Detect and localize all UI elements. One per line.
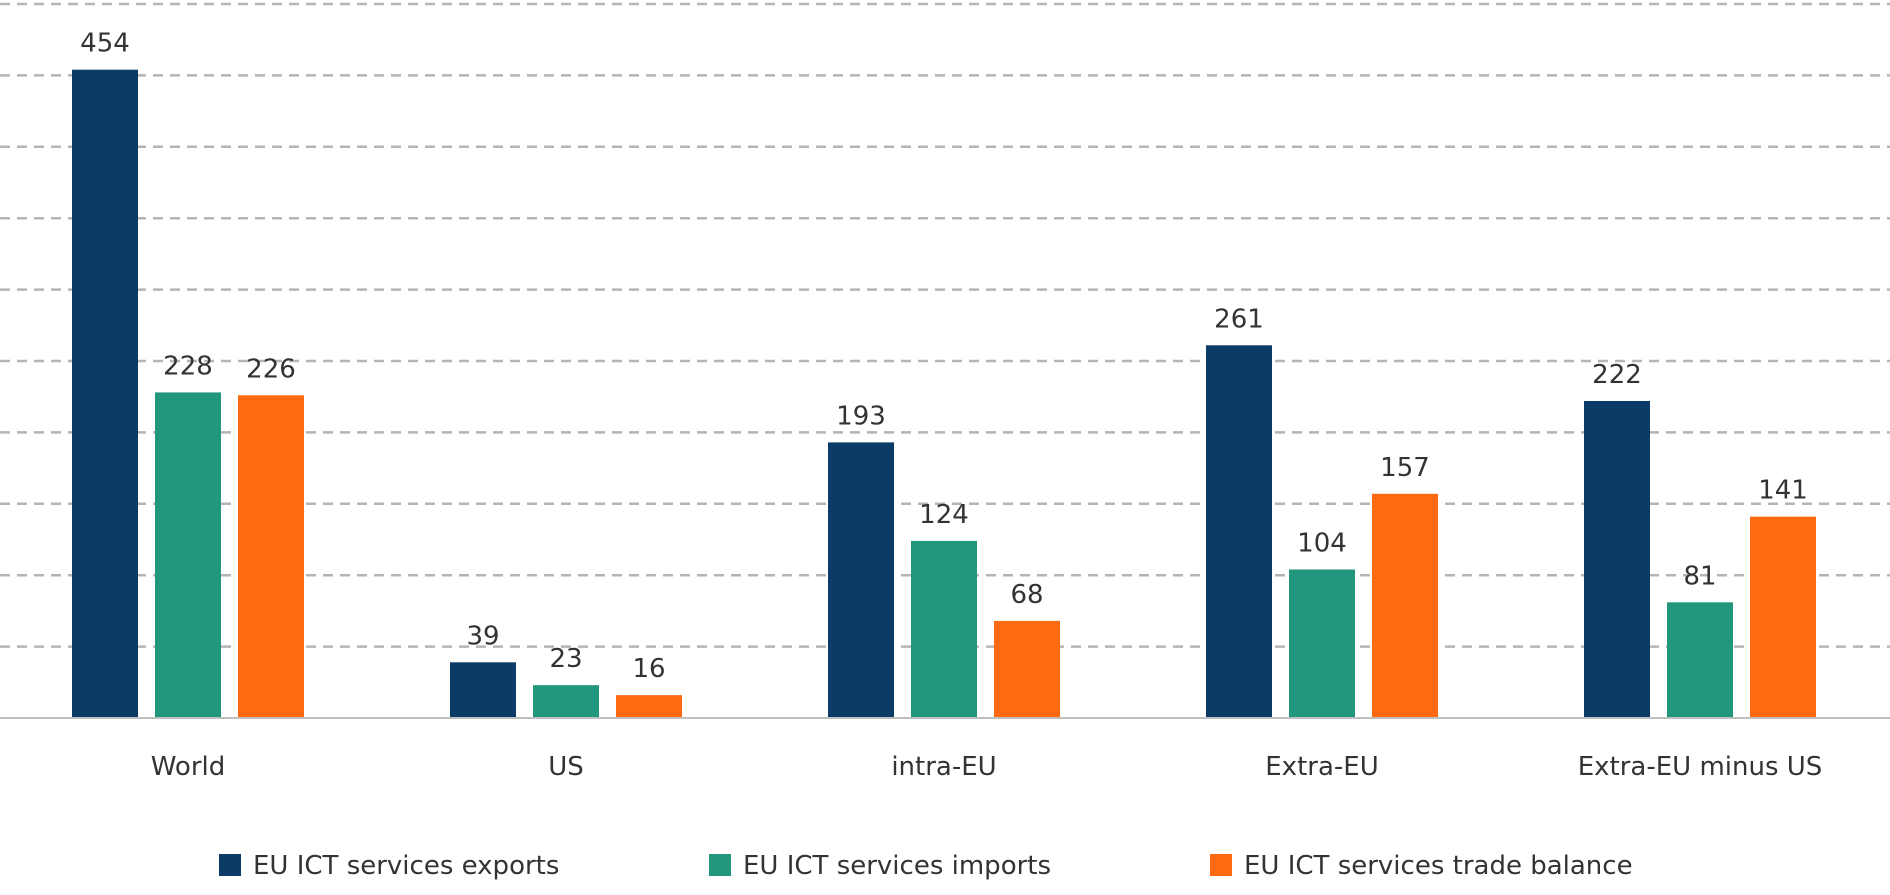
legend-label: EU ICT services exports bbox=[253, 851, 559, 881]
data-label: 124 bbox=[919, 500, 969, 530]
data-label: 228 bbox=[163, 351, 213, 381]
bar bbox=[1206, 345, 1272, 718]
data-label: 141 bbox=[1758, 476, 1808, 506]
bar bbox=[450, 662, 516, 718]
data-label: 81 bbox=[1683, 561, 1716, 591]
bar bbox=[828, 442, 894, 718]
legend-label: EU ICT services imports bbox=[743, 851, 1051, 881]
data-label: 157 bbox=[1380, 453, 1430, 483]
bar bbox=[238, 395, 304, 718]
bar bbox=[1667, 602, 1733, 718]
bar bbox=[155, 392, 221, 718]
category-label: US bbox=[548, 752, 584, 782]
bar bbox=[911, 540, 977, 718]
bar bbox=[994, 620, 1060, 718]
bar bbox=[72, 69, 138, 719]
category-label: Extra-EU minus US bbox=[1578, 752, 1823, 782]
bar bbox=[1372, 493, 1438, 718]
data-label: 23 bbox=[549, 644, 582, 674]
data-label: 193 bbox=[836, 401, 886, 431]
category-label: intra-EU bbox=[891, 752, 996, 782]
legend: EU ICT services exports EU ICT services i… bbox=[219, 851, 1633, 881]
data-label: 68 bbox=[1010, 580, 1043, 610]
data-label: 261 bbox=[1214, 304, 1264, 334]
data-labels: 454 228 226 39 23 16 193 124 68 261 104 157 222 81 141 bbox=[80, 29, 1808, 684]
data-label: 226 bbox=[246, 354, 296, 384]
legend-swatch bbox=[219, 854, 241, 876]
data-label: 222 bbox=[1592, 360, 1642, 390]
bars bbox=[72, 69, 1816, 719]
bar bbox=[533, 685, 599, 718]
bar bbox=[1750, 516, 1816, 718]
category-label: Extra-EU bbox=[1265, 752, 1378, 782]
data-label: 39 bbox=[466, 621, 499, 651]
data-label: 454 bbox=[80, 29, 130, 59]
legend-swatch bbox=[1210, 854, 1232, 876]
legend-swatch bbox=[709, 854, 731, 876]
category-labels: World US intra-EU Extra-EU Extra-EU minus US bbox=[151, 752, 1823, 782]
legend-label: EU ICT services trade balance bbox=[1244, 851, 1633, 881]
category-label: World bbox=[151, 752, 226, 782]
bar bbox=[616, 695, 682, 718]
data-label: 16 bbox=[632, 654, 665, 684]
data-label: 104 bbox=[1297, 528, 1347, 558]
bar bbox=[1584, 400, 1650, 718]
bar bbox=[1289, 569, 1355, 718]
